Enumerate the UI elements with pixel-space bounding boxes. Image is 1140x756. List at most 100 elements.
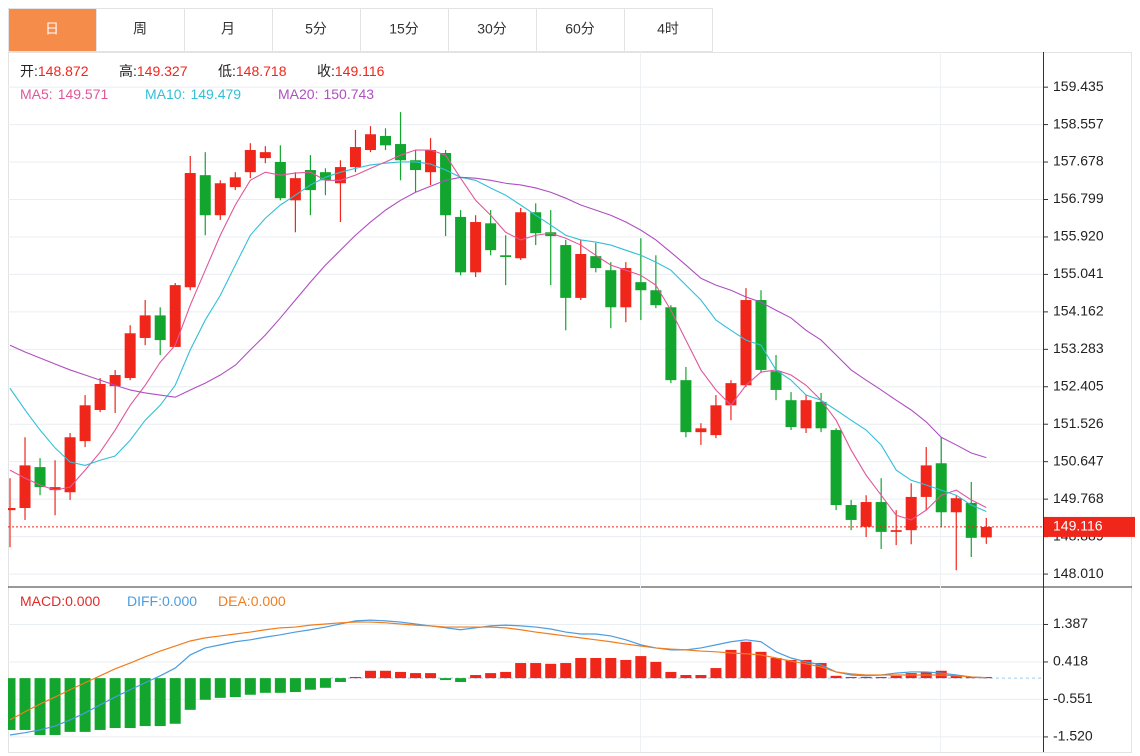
- macd-bar: [395, 671, 407, 679]
- candle-body: [184, 173, 196, 288]
- macd-bar: [109, 678, 121, 729]
- macd-bar: [364, 670, 376, 679]
- macd-bar: [605, 658, 617, 679]
- tab[interactable]: [360, 8, 449, 52]
- macd-line: [9, 619, 987, 736]
- legend-value: 0.000: [251, 593, 286, 609]
- candle-body: [770, 371, 782, 390]
- macd-bar: [620, 659, 632, 679]
- candle-body: [890, 530, 902, 532]
- y-tick-label: 154.162: [1053, 303, 1104, 319]
- y-tick-label: 150.647: [1053, 452, 1104, 468]
- tab-label[interactable]: 4时: [657, 21, 679, 37]
- tab[interactable]: [184, 8, 273, 52]
- macd-bar: [8, 678, 16, 730]
- legend-value: 0.000: [162, 593, 197, 609]
- candle-body: [229, 177, 241, 188]
- ohlc-label: 低:: [218, 63, 236, 79]
- y-tick-label: 156.799: [1053, 190, 1104, 206]
- tab[interactable]: [624, 8, 713, 52]
- candle-body: [425, 150, 437, 173]
- candle-body: [64, 437, 76, 493]
- y-tick-label: 158.557: [1053, 115, 1104, 131]
- candle-body: [875, 502, 887, 532]
- macd-bar: [785, 659, 797, 679]
- tab-label[interactable]: 60分: [565, 21, 595, 37]
- candle-body: [455, 216, 467, 273]
- legend-item: MA20: 150.743: [278, 86, 374, 102]
- macd-bar: [124, 678, 136, 729]
- legend-item: MA10: 149.479: [145, 86, 241, 102]
- tab[interactable]: [96, 8, 185, 52]
- tab-label[interactable]: 30分: [477, 21, 507, 37]
- y-tick-label: 0.418: [1053, 653, 1088, 669]
- candle-body: [364, 134, 376, 151]
- legend-name: MACD:: [20, 593, 65, 609]
- y-tick-label: 151.526: [1053, 415, 1104, 431]
- tab-label[interactable]: 月: [221, 21, 235, 37]
- y-tick-label: 153.283: [1053, 340, 1104, 356]
- y-tick-label: 157.678: [1053, 153, 1104, 169]
- candle-body: [605, 270, 617, 308]
- ohlc-label: 开:: [20, 63, 38, 79]
- macd-bar: [500, 671, 512, 679]
- candle-body: [590, 256, 602, 269]
- candle-body: [319, 172, 331, 181]
- legend-name: MA20:: [278, 86, 318, 102]
- macd-bar: [440, 678, 452, 681]
- macd-bar: [740, 641, 752, 679]
- candle-body: [935, 463, 947, 513]
- candle-body: [244, 150, 256, 173]
- tab-label[interactable]: 15分: [389, 21, 419, 37]
- macd-bar: [725, 649, 737, 679]
- y-tick-label: 155.920: [1053, 228, 1104, 244]
- candle-body: [515, 212, 527, 259]
- macd-bar: [530, 663, 542, 679]
- tab[interactable]: [272, 8, 361, 52]
- tab-label[interactable]: 日: [45, 21, 59, 37]
- legend-item: MACD:0.000: [20, 593, 100, 609]
- candle-body: [620, 268, 632, 308]
- ohlc-readout: 高:149.327: [119, 63, 188, 79]
- macd-bar: [139, 678, 151, 727]
- ohlc-value: 149.116: [335, 63, 385, 79]
- candle-body: [830, 430, 842, 506]
- macd-bar: [800, 659, 812, 679]
- candle-body: [274, 161, 286, 199]
- candle-body: [500, 255, 512, 257]
- candle-body: [410, 160, 422, 171]
- legend-value: 149.571: [58, 86, 109, 102]
- candle-body: [530, 212, 542, 234]
- candle-body: [94, 383, 106, 410]
- y-tick-label: 149.768: [1053, 490, 1104, 506]
- candle-body: [545, 232, 557, 237]
- candle-body: [154, 315, 166, 341]
- macd-line: [9, 621, 987, 721]
- ma-line: [9, 161, 987, 512]
- candle-body: [349, 147, 361, 168]
- legend-value: 150.743: [323, 86, 374, 102]
- macd-bar: [304, 678, 316, 690]
- macd-bar: [19, 678, 31, 730]
- tab[interactable]: [8, 8, 97, 52]
- macd-bar: [229, 678, 241, 698]
- macd-bar: [259, 678, 271, 693]
- candles: [8, 112, 992, 571]
- candle-body: [740, 300, 752, 386]
- legend-value: 0.000: [65, 593, 100, 609]
- tab[interactable]: [448, 8, 537, 52]
- tab-label[interactable]: 5分: [305, 21, 327, 37]
- macd-bar: [154, 678, 166, 727]
- ma-line: [9, 176, 987, 459]
- candle-body: [560, 245, 572, 298]
- candle-body: [800, 400, 812, 429]
- candle-body: [635, 282, 647, 291]
- macd-bar: [199, 678, 211, 700]
- tab-label[interactable]: 周: [133, 21, 147, 37]
- legend-value: 149.479: [190, 86, 241, 102]
- ohlc-value: 148.872: [38, 63, 89, 79]
- candle-body: [109, 375, 121, 387]
- macd-bar: [545, 663, 557, 679]
- candle-body: [259, 152, 271, 159]
